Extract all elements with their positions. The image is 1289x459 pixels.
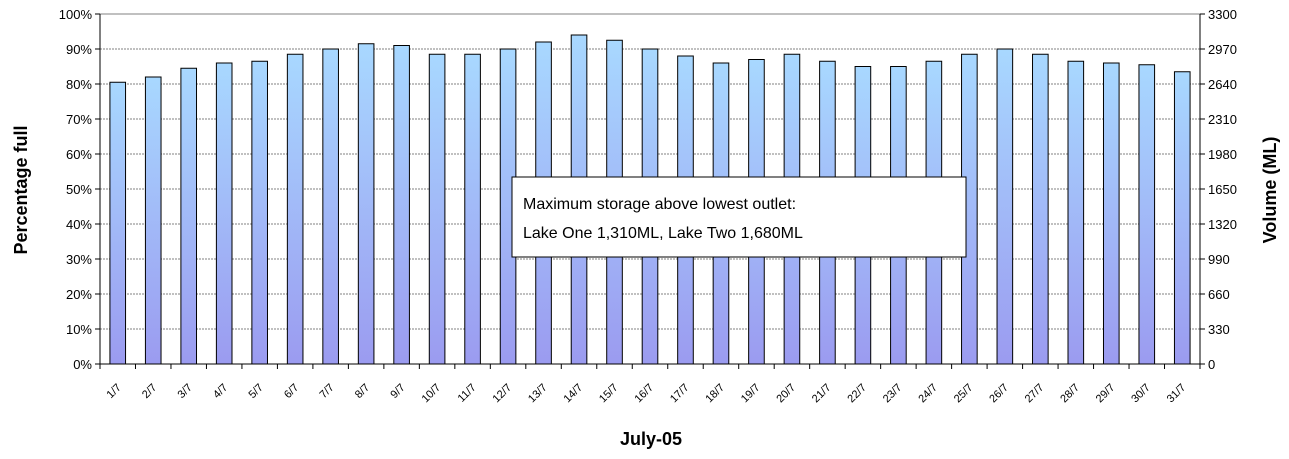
right-tick-label: 0: [1208, 357, 1215, 372]
bars: [109, 34, 1191, 365]
x-tick-label: 1/7: [105, 382, 124, 401]
x-tick-label: 3/7: [176, 382, 195, 401]
x-tick-label: 17/7: [668, 382, 692, 406]
x-tick-label: 6/7: [282, 382, 301, 401]
bar: [1032, 53, 1049, 365]
left-tick-label: 60%: [66, 147, 92, 162]
x-axis-title: July-05: [620, 429, 682, 449]
right-tick-label: 330: [1208, 322, 1230, 337]
bar: [322, 48, 339, 365]
right-tick-label: 2970: [1208, 42, 1237, 57]
x-tick-label: 19/7: [739, 382, 763, 406]
annotation-box: Maximum storage above lowest outlet: Lak…: [511, 176, 967, 258]
x-tick-label: 23/7: [881, 382, 905, 406]
x-tick-label: 25/7: [952, 382, 976, 406]
annotation-frame: [511, 176, 967, 258]
x-tick-label: 4/7: [211, 382, 230, 401]
x-tick-label: 21/7: [810, 382, 834, 406]
x-tick-label: 16/7: [632, 382, 656, 406]
x-tick-label: 30/7: [1129, 382, 1153, 406]
x-tick-label: 29/7: [1094, 382, 1118, 406]
bar: [286, 53, 304, 365]
right-tick-label: 990: [1208, 252, 1230, 267]
left-tick-label: 40%: [66, 217, 92, 232]
left-tick-label: 50%: [66, 182, 92, 197]
left-tick-label: 20%: [66, 287, 92, 302]
left-tick-label: 10%: [66, 322, 92, 337]
x-tick-label: 20/7: [774, 382, 798, 406]
left-tick-label: 100%: [59, 7, 93, 22]
left-tick-label: 90%: [66, 42, 92, 57]
right-tick-label: 660: [1208, 287, 1230, 302]
x-tick-label: 15/7: [597, 382, 621, 406]
bar: [393, 45, 410, 365]
y-axis-left-title: Percentage full: [11, 125, 31, 254]
bar: [251, 60, 268, 365]
x-tick-label: 2/7: [140, 382, 159, 401]
x-tick-label: 10/7: [420, 382, 444, 406]
bar: [109, 81, 127, 365]
right-tick-label: 2640: [1208, 77, 1237, 92]
x-tick-label: 22/7: [845, 382, 869, 406]
x-tick-label: 18/7: [703, 382, 727, 406]
annotation-line-2: Lake One 1,310ML, Lake Two 1,680ML: [523, 225, 803, 242]
x-tick-label: 28/7: [1058, 382, 1082, 406]
x-tick-label: 5/7: [246, 382, 265, 401]
x-tick-label: 11/7: [456, 382, 479, 405]
x-tick-label: 7/7: [317, 382, 336, 401]
x-tick-label: 27/7: [1023, 382, 1047, 406]
bar: [428, 53, 446, 365]
left-tick-label: 80%: [66, 77, 92, 92]
right-tick-label: 1320: [1208, 217, 1237, 232]
bar: [1138, 64, 1156, 365]
bar: [1067, 60, 1085, 365]
axes: [95, 13, 1205, 369]
right-tick-label: 3300: [1208, 7, 1237, 22]
right-tick-label: 2310: [1208, 112, 1237, 127]
x-tick-label: 8/7: [353, 382, 372, 401]
x-tick-label: 26/7: [987, 382, 1011, 406]
right-tick-label: 1980: [1208, 147, 1237, 162]
x-tick-label: 13/7: [526, 382, 550, 406]
bar: [215, 62, 233, 365]
y-axis-right-title: Volume (ML): [1260, 137, 1280, 244]
bar: [996, 48, 1014, 365]
left-tick-label: 70%: [66, 112, 92, 127]
left-tick-label: 30%: [66, 252, 92, 267]
annotation-line-1: Maximum storage above lowest outlet:: [523, 196, 796, 213]
bar: [464, 53, 481, 365]
bar: [357, 43, 375, 365]
x-tick-label: 31/7: [1165, 382, 1189, 406]
bar: [1102, 62, 1120, 365]
x-tick-label: 24/7: [916, 382, 940, 406]
bar: [180, 67, 198, 365]
bar: [1173, 71, 1191, 365]
x-tick-label: 12/7: [491, 382, 515, 406]
bar: [144, 76, 162, 365]
x-tick-label: 9/7: [388, 382, 407, 401]
right-tick-label: 1650: [1208, 182, 1237, 197]
x-tick-label: 14/7: [562, 382, 586, 406]
left-tick-label: 0%: [73, 357, 92, 372]
